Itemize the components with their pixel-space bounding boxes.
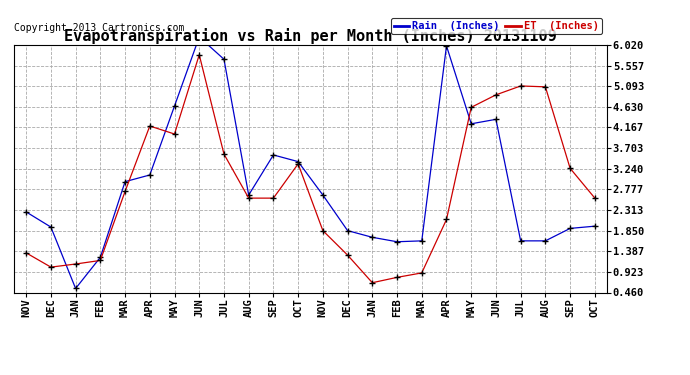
- Legend: Rain  (Inches), ET  (Inches): Rain (Inches), ET (Inches): [391, 18, 602, 34]
- Title: Evapotranspiration vs Rain per Month (Inches) 20131109: Evapotranspiration vs Rain per Month (In…: [64, 28, 557, 44]
- Text: Copyright 2013 Cartronics.com: Copyright 2013 Cartronics.com: [14, 22, 184, 33]
